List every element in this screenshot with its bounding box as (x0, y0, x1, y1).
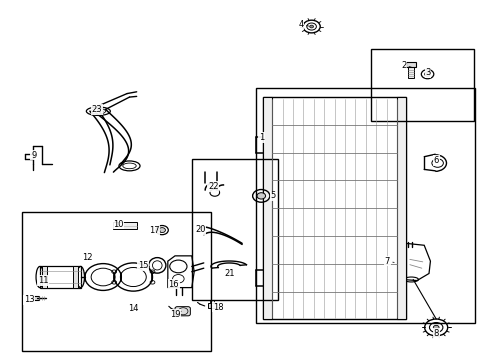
FancyBboxPatch shape (262, 97, 272, 319)
FancyBboxPatch shape (407, 67, 413, 78)
Text: 19: 19 (169, 310, 180, 319)
FancyBboxPatch shape (209, 300, 214, 303)
Text: 11: 11 (38, 276, 48, 285)
Text: 3: 3 (425, 68, 430, 77)
Text: 12: 12 (82, 253, 92, 262)
FancyBboxPatch shape (262, 97, 406, 319)
FancyBboxPatch shape (175, 307, 190, 316)
Text: 21: 21 (224, 269, 234, 278)
Text: 18: 18 (212, 302, 223, 311)
Text: 15: 15 (138, 261, 148, 270)
Polygon shape (395, 243, 429, 280)
Text: 20: 20 (195, 225, 205, 234)
Text: 13: 13 (24, 296, 35, 305)
Text: 4: 4 (298, 20, 303, 29)
Circle shape (309, 25, 313, 28)
FancyBboxPatch shape (42, 266, 47, 288)
Text: 8: 8 (433, 329, 438, 338)
Circle shape (256, 193, 265, 199)
FancyBboxPatch shape (396, 97, 406, 319)
Text: 5: 5 (270, 192, 275, 201)
Circle shape (432, 325, 438, 330)
Text: 10: 10 (113, 220, 123, 229)
FancyBboxPatch shape (112, 222, 137, 229)
Text: 2: 2 (400, 61, 406, 70)
Text: 1: 1 (258, 133, 264, 142)
Circle shape (159, 228, 165, 233)
Text: 23: 23 (91, 105, 102, 114)
Text: 17: 17 (149, 226, 160, 235)
Text: 22: 22 (208, 182, 218, 191)
FancyBboxPatch shape (208, 303, 215, 309)
FancyBboxPatch shape (33, 296, 39, 300)
Text: 14: 14 (128, 304, 138, 313)
Text: 7: 7 (384, 257, 389, 266)
FancyBboxPatch shape (73, 266, 78, 288)
Text: 16: 16 (168, 280, 179, 289)
Text: 6: 6 (433, 156, 438, 165)
Polygon shape (167, 256, 194, 288)
FancyBboxPatch shape (406, 62, 415, 67)
Text: 9: 9 (31, 151, 36, 160)
FancyBboxPatch shape (40, 266, 81, 288)
